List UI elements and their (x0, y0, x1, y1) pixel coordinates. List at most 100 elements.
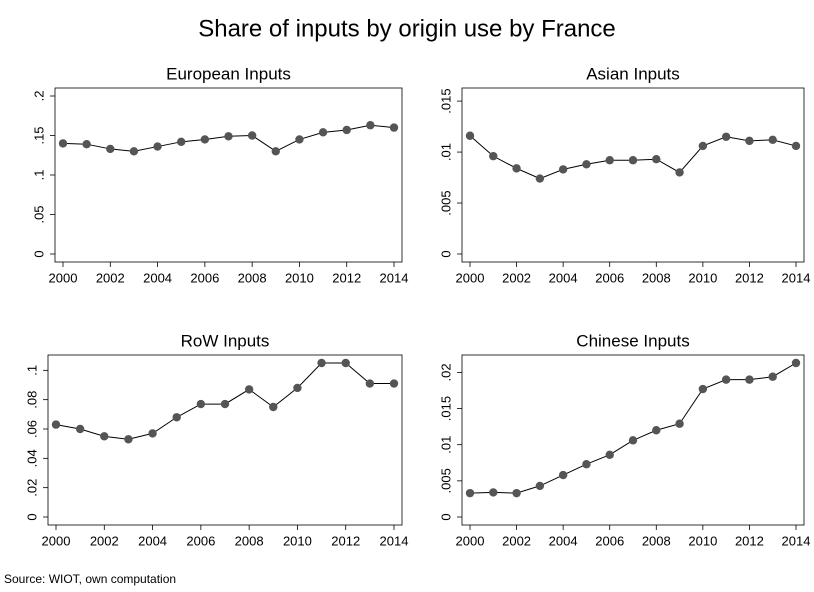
x-tick-label: 2012 (332, 270, 361, 285)
y-tick-label: .1 (31, 170, 46, 181)
data-point (58, 139, 68, 148)
plot-frame (461, 354, 805, 526)
data-point (558, 470, 568, 480)
data-point (745, 136, 754, 146)
data-point (465, 488, 475, 498)
x-tick-label: 2004 (138, 533, 167, 548)
data-point (698, 141, 708, 151)
data-point (124, 435, 133, 444)
data-point (148, 429, 157, 438)
data-point (177, 137, 186, 147)
data-point (745, 375, 754, 384)
x-tick-label: 2006 (186, 533, 215, 548)
data-point (224, 132, 233, 141)
y-tick-label: .05 (31, 205, 46, 223)
chart-title: Share of inputs by origin use by France (198, 15, 616, 42)
data-point (768, 135, 777, 145)
y-tick-label: .005 (438, 190, 453, 215)
x-tick-label: 2012 (331, 533, 360, 548)
data-point (582, 160, 591, 169)
data-point (129, 147, 139, 156)
data-point (721, 375, 731, 384)
data-point (675, 168, 684, 177)
x-tick-label: 2002 (502, 533, 531, 548)
y-tick-label: .005 (438, 468, 453, 493)
panel-title: Asian Inputs (586, 64, 680, 83)
x-tick-label: 2014 (380, 533, 409, 548)
x-tick-label: 2008 (642, 533, 671, 548)
data-point (100, 432, 109, 441)
data-point (51, 420, 61, 429)
data-point (535, 174, 545, 183)
data-point (317, 358, 326, 368)
x-tick-label: 2010 (688, 270, 717, 285)
x-tick-label: 2010 (283, 533, 312, 548)
data-point (220, 399, 230, 409)
data-point (582, 460, 591, 469)
y-tick-label: .02 (24, 479, 39, 497)
data-point (489, 151, 498, 161)
data-point (341, 358, 350, 368)
data-point (366, 121, 375, 130)
panel-title: RoW Inputs (181, 331, 270, 350)
data-point (605, 450, 614, 460)
data-point (489, 488, 498, 497)
data-point (318, 128, 328, 137)
y-tick-label: 0 (438, 250, 453, 257)
x-tick-label: 2008 (235, 533, 264, 548)
data-point (172, 413, 181, 422)
x-tick-label: 2004 (549, 533, 578, 548)
y-tick-label: .2 (31, 91, 46, 102)
data-point (791, 358, 801, 368)
data-point (652, 426, 661, 435)
x-tick-label: 2012 (735, 270, 764, 285)
data-point (512, 488, 521, 498)
data-point (365, 379, 375, 388)
data-point (200, 135, 210, 144)
data-point (605, 156, 614, 165)
y-tick-label: .15 (31, 126, 46, 144)
x-tick-label: 2014 (380, 270, 409, 285)
x-tick-label: 2014 (782, 270, 811, 285)
x-tick-label: 2000 (456, 533, 485, 548)
y-tick-label: .015 (438, 88, 453, 113)
x-tick-label: 2012 (735, 533, 764, 548)
plot-frame (47, 354, 403, 526)
data-point (652, 155, 661, 164)
panel-title: European Inputs (166, 64, 291, 83)
x-tick-label: 2002 (96, 270, 125, 285)
y-tick-label: .02 (438, 363, 453, 381)
data-point (512, 164, 521, 173)
y-tick-label: .1 (24, 365, 39, 376)
x-tick-label: 2000 (42, 533, 71, 548)
x-tick-label: 2004 (549, 270, 578, 285)
source-note: Source: WIOT, own computation (4, 572, 176, 586)
x-tick-label: 2008 (238, 270, 267, 285)
data-point (271, 147, 280, 156)
data-point (75, 424, 85, 434)
data-point (247, 131, 257, 140)
x-tick-label: 2000 (456, 270, 485, 285)
y-tick-label: 0 (31, 250, 46, 257)
data-point (675, 419, 684, 428)
y-tick-label: .01 (438, 143, 453, 161)
y-tick-label: 0 (24, 513, 39, 520)
data-point (196, 399, 206, 409)
y-tick-label: .06 (24, 420, 39, 438)
data-point (768, 372, 777, 381)
y-tick-label: .01 (438, 436, 453, 454)
x-tick-label: 2006 (595, 270, 624, 285)
data-point (389, 123, 399, 132)
x-tick-label: 2010 (688, 533, 717, 548)
y-tick-label: .015 (438, 396, 453, 421)
data-point (721, 132, 731, 141)
x-tick-label: 2006 (595, 533, 624, 548)
y-tick-label: 0 (438, 513, 453, 520)
x-tick-label: 2010 (285, 270, 314, 285)
data-point (558, 165, 568, 174)
x-tick-label: 2002 (502, 270, 531, 285)
data-point (153, 142, 162, 151)
data-point (389, 379, 399, 388)
